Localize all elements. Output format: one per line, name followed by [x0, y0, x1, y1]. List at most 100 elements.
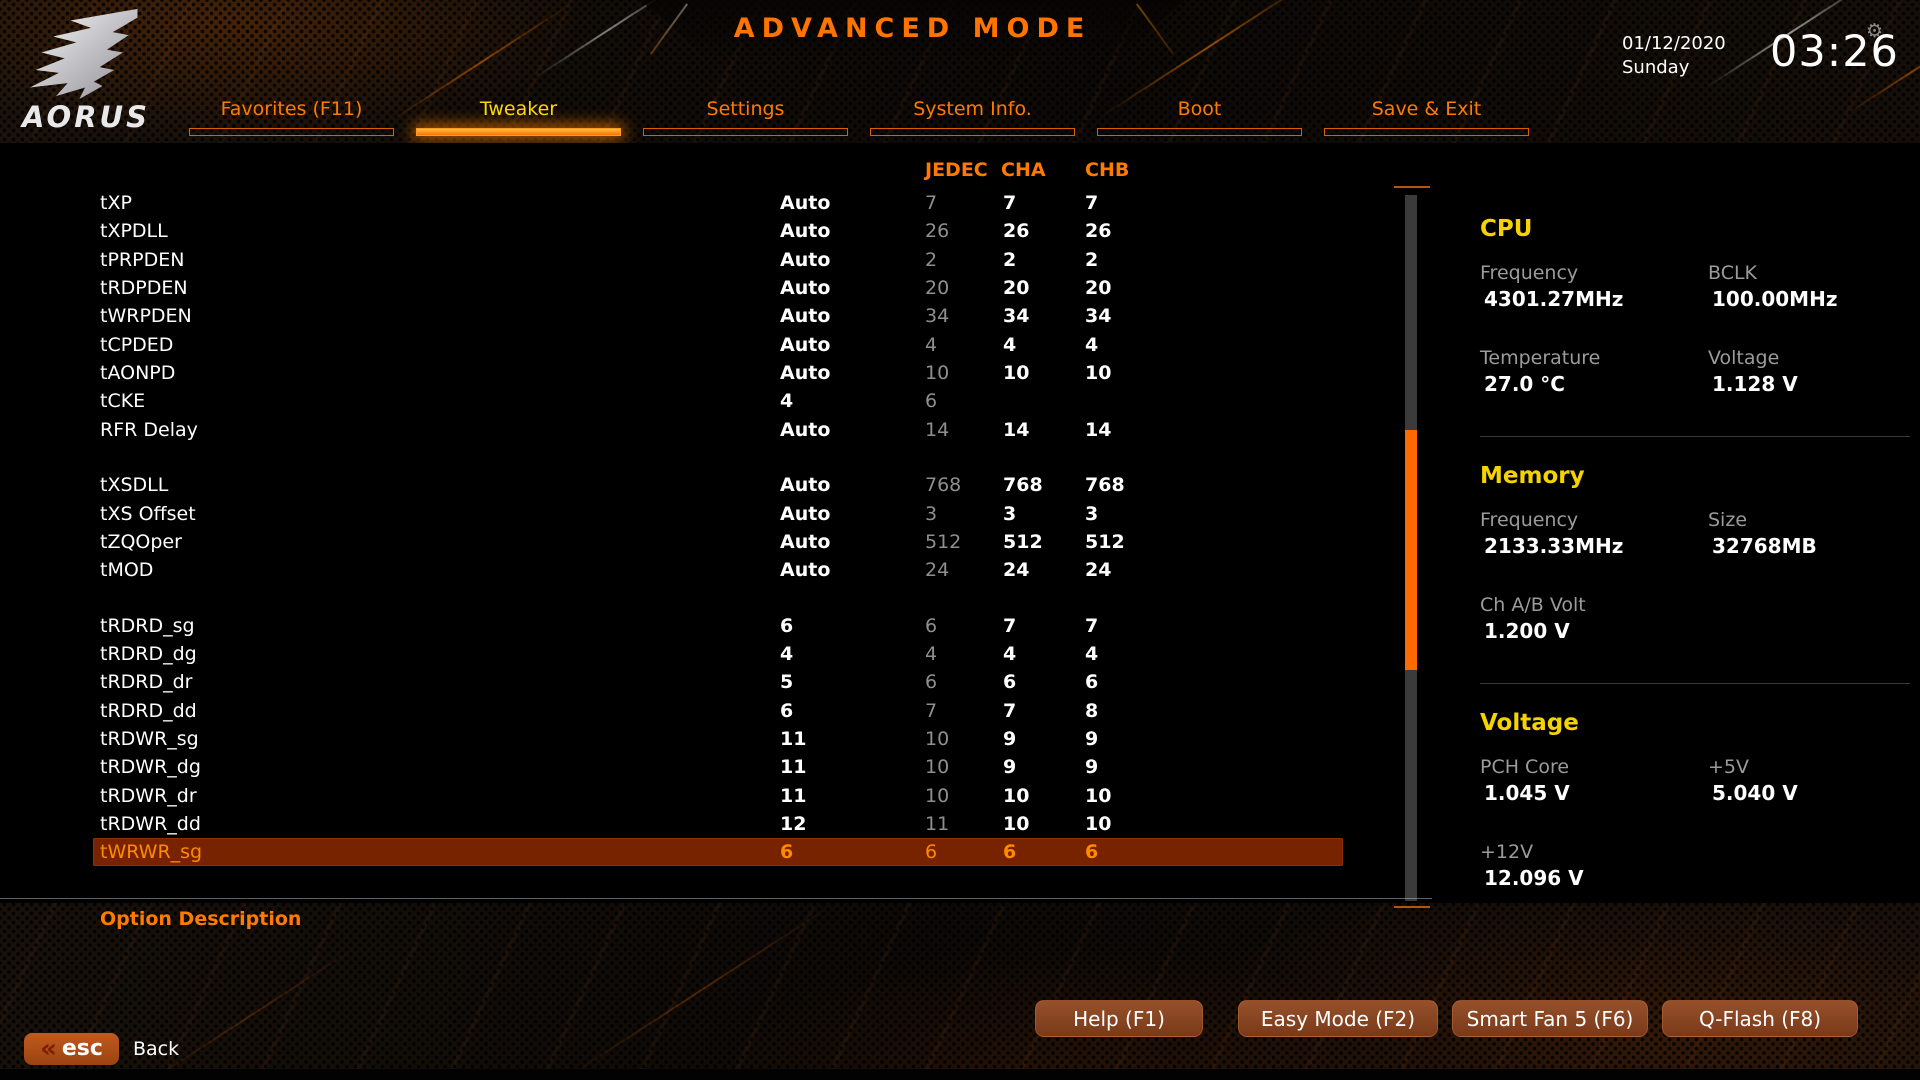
timing-jedec-value: 6 — [925, 612, 937, 640]
table-row-txpdll[interactable]: tXPDLL Auto 26 26 26 — [93, 217, 1343, 245]
table-row-trdwr-sg[interactable]: tRDWR_sg 11 10 9 9 — [93, 725, 1343, 753]
timing-jedec-value: 10 — [925, 725, 949, 753]
table-row-tzqoper[interactable]: tZQOper Auto 512 512 512 — [93, 528, 1343, 556]
timing-cha-value: 4 — [1003, 640, 1016, 668]
timing-name: tWRWR_sg — [100, 838, 202, 866]
sensor-value: 27.0 °C — [1480, 372, 1708, 396]
esc-button[interactable]: « esc — [24, 1033, 119, 1065]
table-row-trdwr-dd[interactable]: tRDWR_dd 12 11 10 10 — [93, 810, 1343, 838]
tab-underline — [870, 128, 1075, 136]
timing-setting-value: 4 — [780, 387, 793, 415]
table-row-trdrd-dr[interactable]: tRDRD_dr 5 6 6 6 — [93, 668, 1343, 696]
gear-icon[interactable]: ⚙ — [1866, 20, 1883, 42]
button-label: Q-Flash (F8) — [1699, 1007, 1821, 1031]
timing-jedec-value: 2 — [925, 246, 937, 274]
sensor-12v: +12V 12.096 V — [1480, 841, 1708, 890]
tab-save-exit[interactable]: Save & Exit — [1313, 97, 1540, 136]
tab-underline — [416, 128, 621, 136]
table-row-trdrd-dg[interactable]: tRDRD_dg 4 4 4 4 — [93, 640, 1343, 668]
timing-chb-value: 10 — [1085, 359, 1111, 387]
sensor-label: Ch A/B Volt — [1480, 594, 1708, 616]
timing-chb-value: 512 — [1085, 528, 1125, 556]
sensor-label: +12V — [1480, 841, 1708, 863]
table-row-tmod[interactable]: tMOD Auto 24 24 24 — [93, 556, 1343, 584]
option-description-heading: Option Description — [100, 908, 301, 930]
timing-setting-value: 6 — [780, 838, 793, 866]
sidebar-section-grid: PCH Core 1.045 V +5V 5.040 V +12V 12.096… — [1480, 756, 1910, 890]
table-row-twrpden[interactable]: tWRPDEN Auto 34 34 34 — [93, 302, 1343, 330]
timing-cha-value: 10 — [1003, 810, 1029, 838]
timing-chb-value: 34 — [1085, 302, 1111, 330]
sensor-label: BCLK — [1708, 262, 1910, 284]
timing-chb-value: 3 — [1085, 500, 1098, 528]
timing-name: tRDRD_dr — [100, 668, 193, 696]
button-help-f1[interactable]: Help (F1) — [1035, 1000, 1203, 1037]
table-row-twrwr-sg[interactable]: tWRWR_sg 6 6 6 6 — [93, 838, 1343, 866]
button-easy-mode-f2[interactable]: Easy Mode (F2) — [1238, 1000, 1438, 1037]
timing-jedec-value: 10 — [925, 753, 949, 781]
timing-cha-value: 512 — [1003, 528, 1043, 556]
sidebar-section-grid: Frequency 2133.33MHz Size 32768MB Ch A/B… — [1480, 509, 1910, 643]
table-row-txs-offset[interactable]: tXS Offset Auto 3 3 3 — [93, 500, 1343, 528]
timing-jedec-value: 11 — [925, 810, 949, 838]
sensor-value: 2133.33MHz — [1480, 534, 1708, 558]
tab-underline — [643, 128, 848, 136]
timing-jedec-value: 10 — [925, 359, 949, 387]
sensor-value: 5.040 V — [1708, 781, 1910, 805]
timing-cha-value: 6 — [1003, 838, 1016, 866]
sensor-label: Voltage — [1708, 347, 1910, 369]
table-row-trdrd-dd[interactable]: tRDRD_dd 6 7 7 8 — [93, 697, 1343, 725]
timing-name: tPRPDEN — [100, 246, 184, 274]
table-row-tcpded[interactable]: tCPDED Auto 4 4 4 — [93, 331, 1343, 359]
timing-cha-value: 10 — [1003, 782, 1029, 810]
sidebar-section-voltage: Voltage PCH Core 1.045 V +5V 5.040 V +12… — [1480, 683, 1910, 930]
timing-cha-value: 34 — [1003, 302, 1029, 330]
timing-name: tWRPDEN — [100, 302, 192, 330]
timing-jedec-value: 7 — [925, 697, 937, 725]
column-header-jedec: JEDEC — [925, 159, 988, 181]
tab-underline — [1097, 128, 1302, 136]
tab-settings[interactable]: Settings — [632, 97, 859, 136]
tab-tweaker[interactable]: Tweaker — [405, 97, 632, 136]
timing-name: tRDWR_dg — [100, 753, 201, 781]
table-row-tcke[interactable]: tCKE 4 6 — [93, 387, 1343, 415]
tab-boot[interactable]: Boot — [1086, 97, 1313, 136]
table-row-taonpd[interactable]: tAONPD Auto 10 10 10 — [93, 359, 1343, 387]
sensor-value: 1.045 V — [1480, 781, 1708, 805]
button-smart-fan-5-f6[interactable]: Smart Fan 5 (F6) — [1452, 1000, 1648, 1037]
timing-name: tXSDLL — [100, 471, 168, 499]
tab-favorites-f11[interactable]: Favorites (F11) — [178, 97, 405, 136]
system-day: Sunday — [1622, 57, 1689, 78]
timing-jedec-value: 6 — [925, 838, 937, 866]
timing-cha-value: 7 — [1003, 189, 1016, 217]
table-row-trdrd-sg[interactable]: tRDRD_sg 6 6 7 7 — [93, 612, 1343, 640]
sensor-frequency: Frequency 4301.27MHz — [1480, 262, 1708, 311]
column-header-cha: CHA — [1001, 159, 1046, 181]
table-row-txsdll[interactable]: tXSDLL Auto 768 768 768 — [93, 471, 1343, 499]
table-row-txp[interactable]: tXP Auto 7 7 7 — [93, 189, 1343, 217]
timing-setting-value: Auto — [780, 500, 830, 528]
timing-jedec-value: 512 — [925, 528, 961, 556]
sensor-label: +5V — [1708, 756, 1910, 778]
button-q-flash-f8[interactable]: Q-Flash (F8) — [1662, 1000, 1858, 1037]
sidebar-section-title: CPU — [1480, 216, 1910, 242]
timing-setting-value: Auto — [780, 331, 830, 359]
sidebar-section-memory: Memory Frequency 2133.33MHz Size 32768MB… — [1480, 436, 1910, 683]
back-label: Back — [133, 1038, 179, 1060]
timing-jedec-value: 4 — [925, 331, 937, 359]
table-row-trdwr-dg[interactable]: tRDWR_dg 11 10 9 9 — [93, 753, 1343, 781]
scrollbar-thumb[interactable] — [1405, 430, 1417, 670]
sensor-value: 1.200 V — [1480, 619, 1708, 643]
table-row-rfr-delay[interactable]: RFR Delay Auto 14 14 14 — [93, 416, 1343, 444]
table-row-tprpden[interactable]: tPRPDEN Auto 2 2 2 — [93, 246, 1343, 274]
tab-system-info[interactable]: System Info. — [859, 97, 1086, 136]
sidebar-section-title: Memory — [1480, 463, 1910, 489]
timing-name: tXPDLL — [100, 217, 168, 245]
table-row-trdpden[interactable]: tRDPDEN Auto 20 20 20 — [93, 274, 1343, 302]
tab-underline — [1324, 128, 1529, 136]
column-header-chb: CHB — [1085, 159, 1129, 181]
timing-cha-value: 3 — [1003, 500, 1016, 528]
sensor-value: 4301.27MHz — [1480, 287, 1708, 311]
table-row-trdwr-dr[interactable]: tRDWR_dr 11 10 10 10 — [93, 782, 1343, 810]
esc-key-label: esc — [62, 1034, 103, 1064]
